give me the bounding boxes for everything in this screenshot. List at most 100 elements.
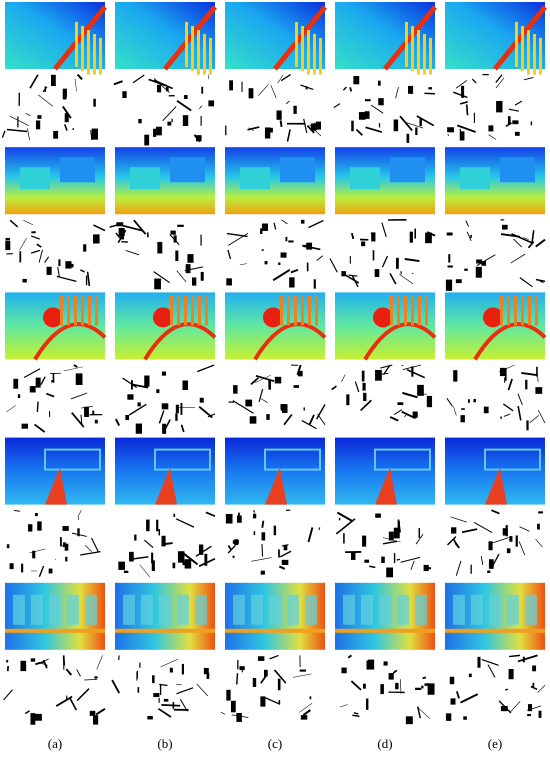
error-blob <box>535 387 543 394</box>
error-edge <box>350 232 355 240</box>
error-blob <box>361 370 365 382</box>
error-blob <box>362 382 366 391</box>
error-blob <box>17 394 21 399</box>
error-blob <box>35 713 42 721</box>
error-edge <box>76 73 83 81</box>
object <box>350 167 380 190</box>
error-background <box>445 74 545 142</box>
error-blob <box>423 564 429 572</box>
error-blob <box>515 535 518 547</box>
arc <box>143 322 217 361</box>
error-blob <box>46 266 52 275</box>
error-blob <box>156 519 159 532</box>
error-edge <box>74 78 77 92</box>
error-blob <box>427 567 432 570</box>
object <box>483 307 503 328</box>
error-blob <box>170 230 176 235</box>
error-blob <box>147 715 153 720</box>
error-edge <box>370 104 384 114</box>
error-edge <box>491 509 500 515</box>
error-edge <box>476 254 496 267</box>
error-blob <box>386 567 394 578</box>
error-edge <box>260 398 268 403</box>
bar-object <box>287 295 290 326</box>
error-edge <box>347 654 353 659</box>
error-blob <box>378 123 381 128</box>
error-blob <box>156 126 162 136</box>
error-blob <box>378 80 381 86</box>
depth-map <box>335 437 435 505</box>
error-edge <box>503 413 511 417</box>
error-blob <box>172 562 176 569</box>
error-blob <box>225 513 233 524</box>
error-edge <box>397 519 401 533</box>
error-edge <box>410 560 415 570</box>
error-background <box>115 655 215 723</box>
error-blob <box>500 416 502 419</box>
error-map <box>113 74 215 146</box>
vase <box>507 594 519 625</box>
error-edge <box>77 510 82 518</box>
window <box>484 448 541 471</box>
bar-object <box>500 295 503 326</box>
error-edge <box>232 400 254 414</box>
error-blob <box>421 685 424 689</box>
error-blob <box>135 423 143 434</box>
error-blob <box>35 120 41 130</box>
error-edge <box>71 412 85 428</box>
bar-object <box>294 295 297 326</box>
error-edge <box>455 691 460 699</box>
error-blob <box>208 100 215 107</box>
error-edge <box>239 263 247 266</box>
error-blob <box>374 269 380 278</box>
error-blob <box>156 84 162 93</box>
error-blob <box>195 135 202 142</box>
error-blob <box>13 378 19 389</box>
error-blob <box>51 380 54 383</box>
error-edge <box>236 673 239 685</box>
object <box>155 467 177 505</box>
error-edge <box>422 676 427 680</box>
depth-map <box>225 292 327 361</box>
error-edge <box>76 669 81 677</box>
error-blob <box>283 544 288 551</box>
error-edge <box>389 416 399 422</box>
error-edge <box>253 509 256 513</box>
error-edge <box>519 277 533 288</box>
window <box>44 448 101 471</box>
error-edge <box>495 77 505 89</box>
error-edge <box>90 537 100 553</box>
error-edge <box>157 707 172 718</box>
error-edge <box>65 668 73 676</box>
error-blob <box>504 375 507 381</box>
depth-map <box>445 292 547 361</box>
error-edge <box>510 253 526 264</box>
error-edge <box>279 120 283 128</box>
error-edge <box>93 224 106 232</box>
error-edge <box>354 381 360 393</box>
error-background <box>335 74 435 142</box>
error-blob <box>123 570 129 573</box>
error-blob <box>381 556 385 564</box>
error-edge <box>500 233 521 238</box>
error-blob <box>48 568 53 574</box>
error-edge <box>148 78 167 87</box>
error-blob <box>306 242 313 250</box>
error-edge <box>455 560 462 576</box>
error-edge <box>79 269 85 273</box>
error-blob <box>406 133 410 143</box>
error-edge <box>6 128 28 133</box>
vase <box>85 594 97 625</box>
object <box>485 467 507 505</box>
error-blob <box>280 252 287 258</box>
error-blob <box>461 85 465 98</box>
column-label: (d) <box>377 736 392 751</box>
window <box>154 448 211 471</box>
error-edge <box>473 521 493 534</box>
error-blob <box>425 232 432 244</box>
error-blob <box>527 713 531 717</box>
bar-object <box>528 295 531 326</box>
error-edge <box>339 704 348 708</box>
error-edge <box>460 693 479 704</box>
